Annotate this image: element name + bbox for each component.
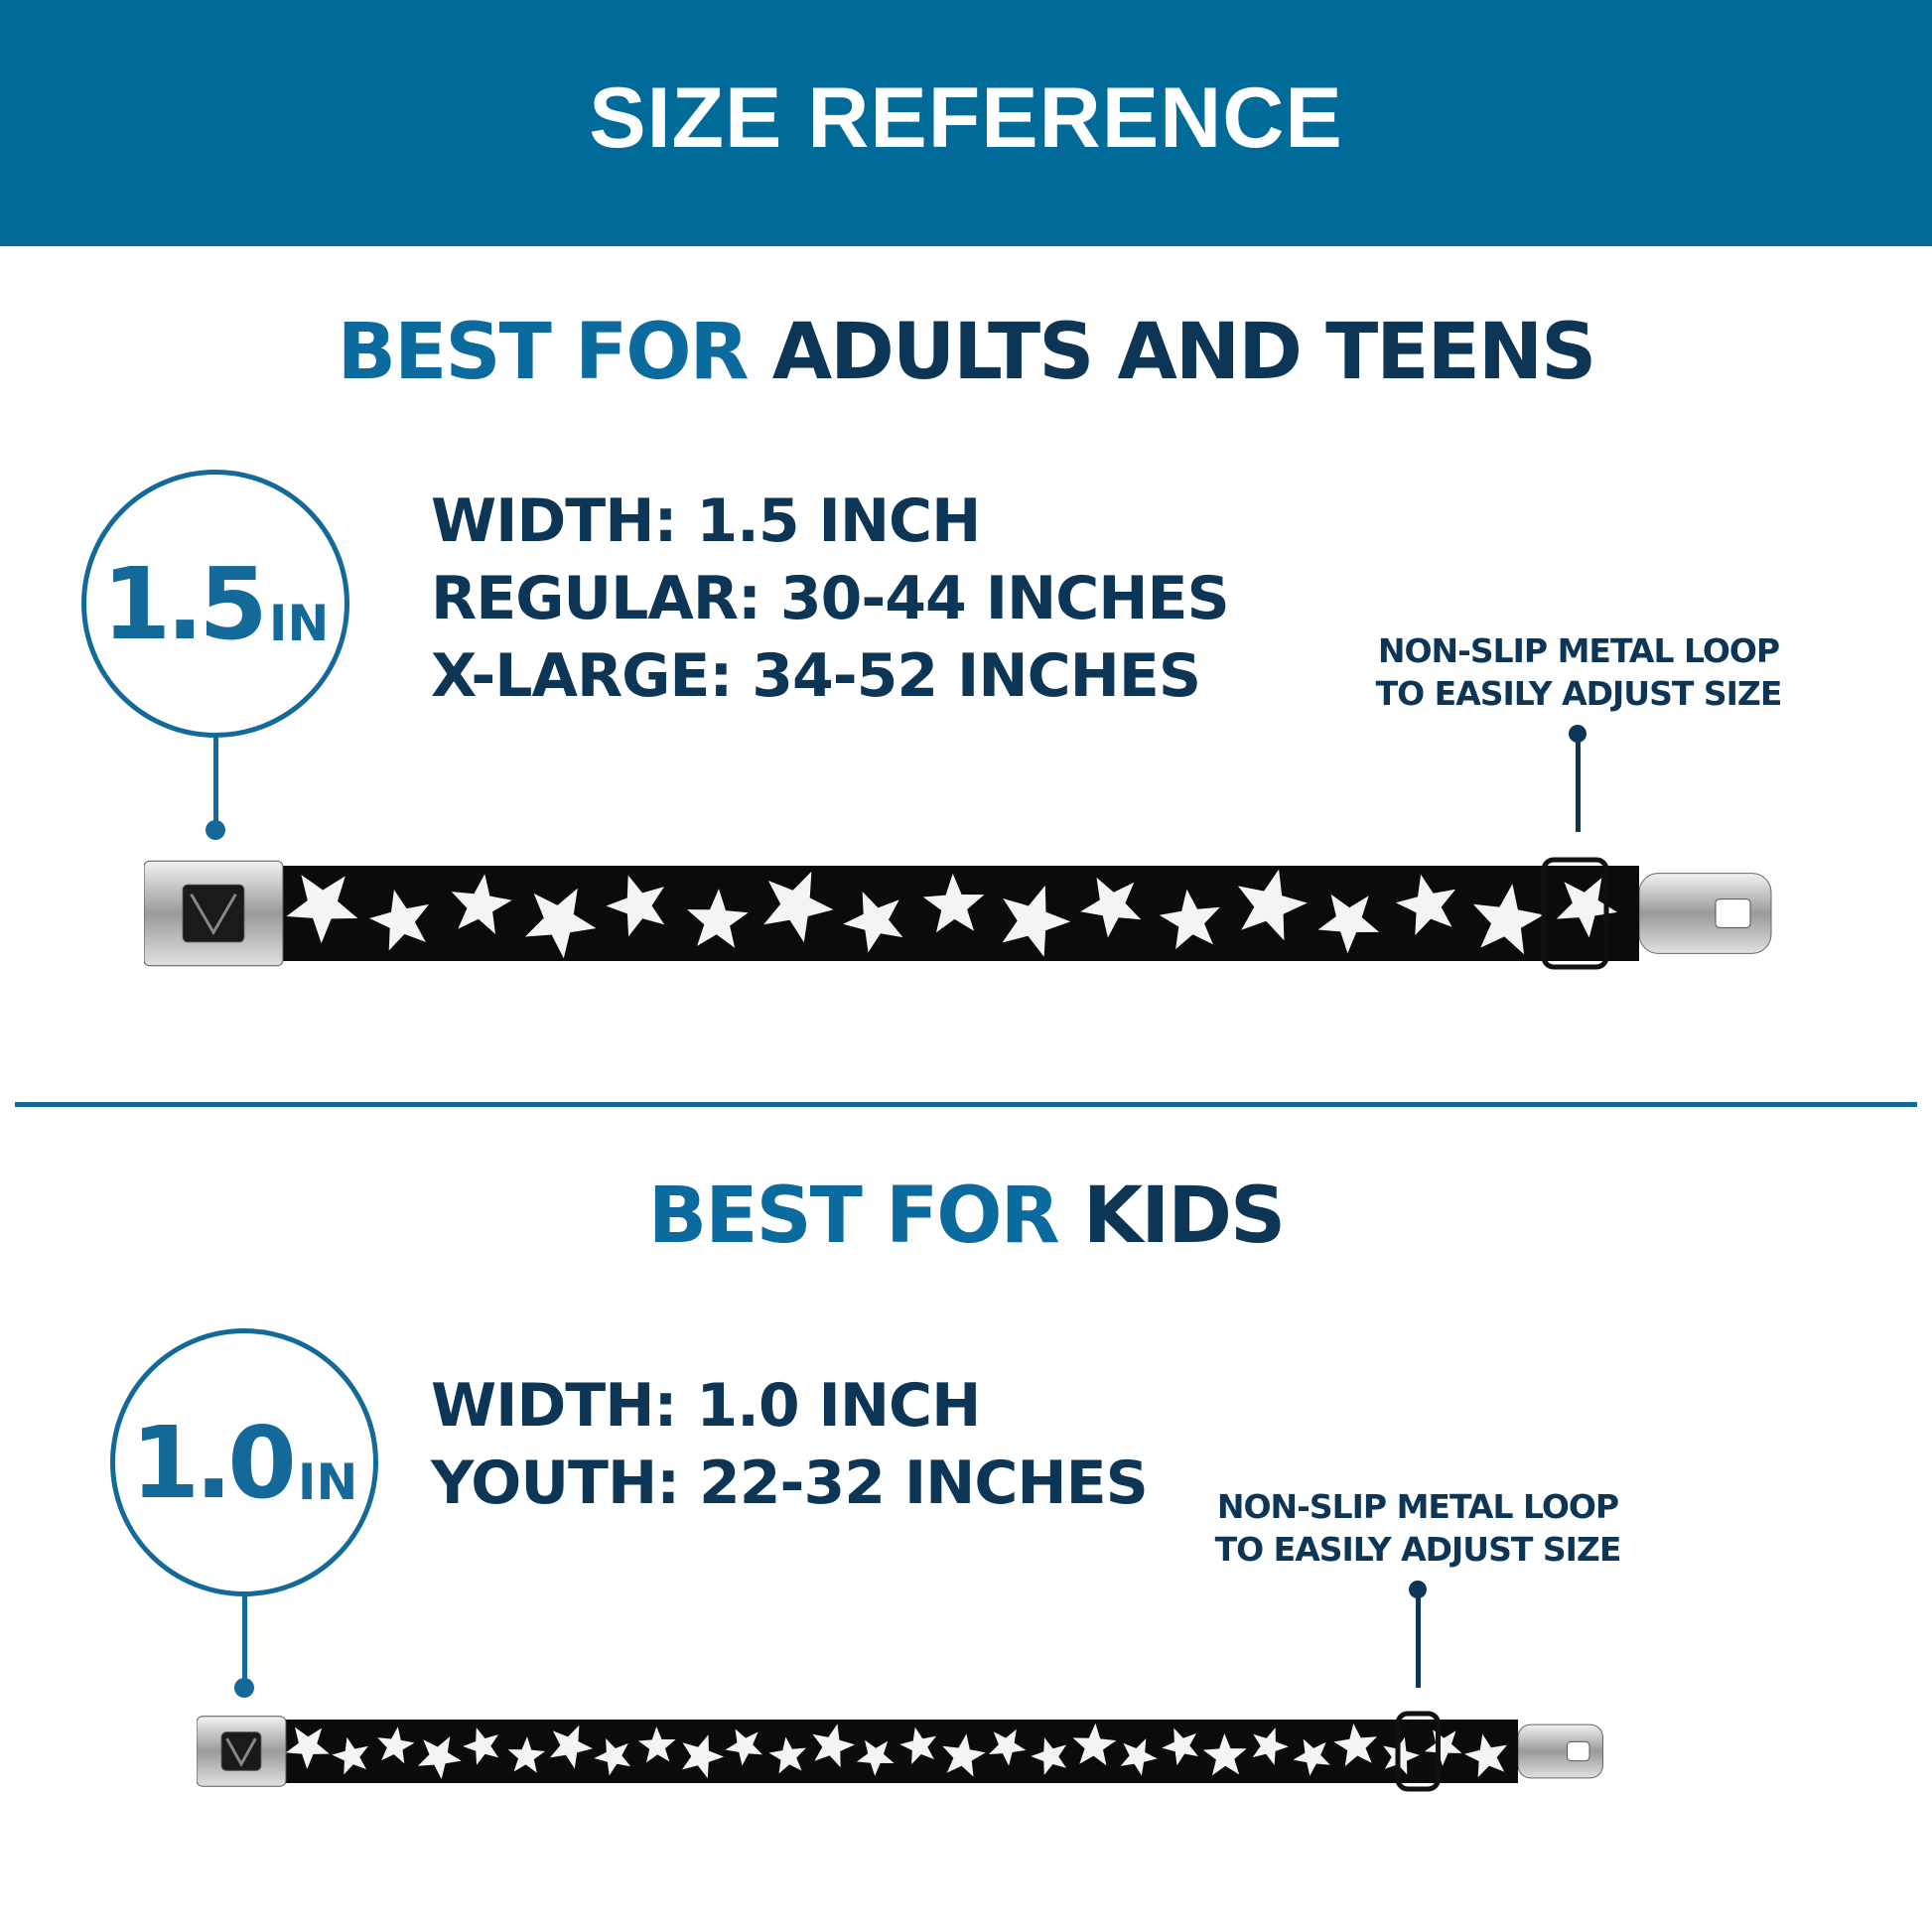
badge-unit: IN	[268, 595, 330, 652]
star-icon	[1238, 869, 1308, 941]
star-icon	[507, 1736, 546, 1773]
star-icon	[418, 1736, 462, 1780]
bd-logo-icon	[220, 1731, 262, 1771]
belt-strap	[268, 1720, 1518, 1783]
spec-youth: YOUTH: 22-32 INCHES	[431, 1449, 1149, 1518]
spec-xlarge: X-LARGE: 34-52 INCHES	[431, 641, 1201, 711]
star-icon	[637, 1726, 676, 1763]
star-icon	[451, 874, 512, 934]
star-icon	[1080, 877, 1142, 938]
badge-unit: IN	[297, 1453, 358, 1511]
star-icon	[1252, 1727, 1289, 1765]
badge-value: 1.5	[101, 545, 268, 662]
tongue-slot	[1567, 1740, 1590, 1762]
star-icon	[1293, 1738, 1330, 1776]
spec-width: WIDTH: 1.5 INCH	[431, 486, 981, 556]
bd-logo-mark	[190, 894, 237, 936]
badge-connector	[242, 1595, 247, 1685]
star-icon	[285, 1726, 330, 1769]
star-icon	[1031, 1737, 1067, 1775]
heading-main: ADULTS AND TEENS	[771, 308, 1597, 397]
connector-dot	[206, 820, 225, 840]
bd-logo-mark	[225, 1737, 257, 1767]
badge-connector	[213, 737, 218, 826]
adults-specs: WIDTH: 1.5 INCH REGULAR: 30-44 INCHES X-…	[431, 483, 1230, 715]
seatbelt-belt-kids	[197, 1711, 1603, 1792]
kids-specs: WIDTH: 1.0 INCH YOUTH: 22-32 INCHES	[431, 1367, 1149, 1522]
heading-accent: BEST FOR	[337, 308, 750, 397]
star-icon	[377, 1726, 415, 1764]
page-title: SIZE REFERENCE	[589, 70, 1343, 166]
star-icon	[369, 890, 429, 951]
star-icon	[856, 1739, 895, 1776]
star-icon	[1556, 878, 1617, 938]
star-icon	[606, 875, 665, 937]
note-line: TO EASILY ADJUST SIZE	[1375, 674, 1783, 713]
star-icon	[1317, 894, 1380, 954]
star-icon	[922, 873, 985, 933]
width-badge-kids: 1.0 IN	[110, 1328, 378, 1596]
width-badge-adults: 1.5 IN	[81, 470, 349, 738]
note-connector	[1576, 733, 1581, 832]
star-icon	[1002, 885, 1071, 957]
star-icon	[550, 1725, 593, 1769]
star-icon	[1120, 1738, 1158, 1776]
note-line: NON-SLIP METAL LOOP	[1216, 1487, 1619, 1526]
star-icon	[942, 1733, 986, 1777]
section-divider	[15, 1102, 1917, 1107]
metal-tongue	[1517, 1724, 1603, 1779]
star-icon	[843, 892, 903, 953]
note-line: NON-SLIP METAL LOOP	[1377, 631, 1780, 670]
adults-heading: BEST FOR ADULTS AND TEENS	[0, 308, 1932, 397]
star-icon	[682, 1734, 725, 1779]
star-icon	[812, 1724, 855, 1768]
star-icon	[725, 1728, 762, 1766]
star-icon	[768, 1736, 806, 1774]
star-icon	[1159, 889, 1220, 950]
connector-dot	[234, 1678, 254, 1698]
header-banner	[0, 0, 1932, 246]
star-icon	[1395, 874, 1456, 936]
metal-tongue	[1638, 873, 1772, 954]
seatbelt-belt-adults	[144, 857, 1772, 970]
heading-accent: BEST FOR	[647, 1172, 1060, 1261]
bd-logo-icon	[182, 884, 245, 943]
note-line: TO EASILY ADJUST SIZE	[1214, 1530, 1622, 1569]
note-connector	[1416, 1588, 1421, 1688]
heading-main: KIDS	[1082, 1172, 1286, 1261]
star-icon	[1472, 884, 1544, 955]
star-icon	[286, 875, 358, 944]
star-icon	[463, 1727, 499, 1765]
star-icon	[1424, 1729, 1462, 1766]
kids-heading: BEST FOR KIDS	[0, 1172, 1932, 1261]
star-icon	[1464, 1733, 1507, 1778]
tongue-slot	[1715, 898, 1751, 928]
kids-loop-note: NON-SLIP METAL LOOP TO EASILY ADJUST SIZ…	[1170, 1485, 1666, 1571]
badge-value: 1.0	[130, 1404, 297, 1521]
star-icon	[332, 1736, 368, 1775]
spec-width: WIDTH: 1.0 INCH	[431, 1371, 981, 1441]
spec-regular: REGULAR: 30-44 INCHES	[431, 564, 1230, 633]
star-icon	[899, 1726, 936, 1765]
star-icon	[1333, 1723, 1377, 1767]
star-icon	[1383, 1736, 1420, 1775]
metal-loop	[1395, 1711, 1441, 1792]
star-icon	[687, 889, 749, 948]
adults-loop-note: NON-SLIP METAL LOOP TO EASILY ADJUST SIZ…	[1330, 629, 1827, 715]
star-icon	[594, 1738, 631, 1776]
star-icon	[1072, 1723, 1117, 1766]
star-icon	[1162, 1727, 1198, 1766]
star-icon	[988, 1728, 1027, 1766]
metal-loop	[1541, 857, 1609, 970]
star-icon	[1202, 1733, 1247, 1776]
star-icon	[525, 888, 597, 959]
star-icon	[763, 871, 834, 943]
